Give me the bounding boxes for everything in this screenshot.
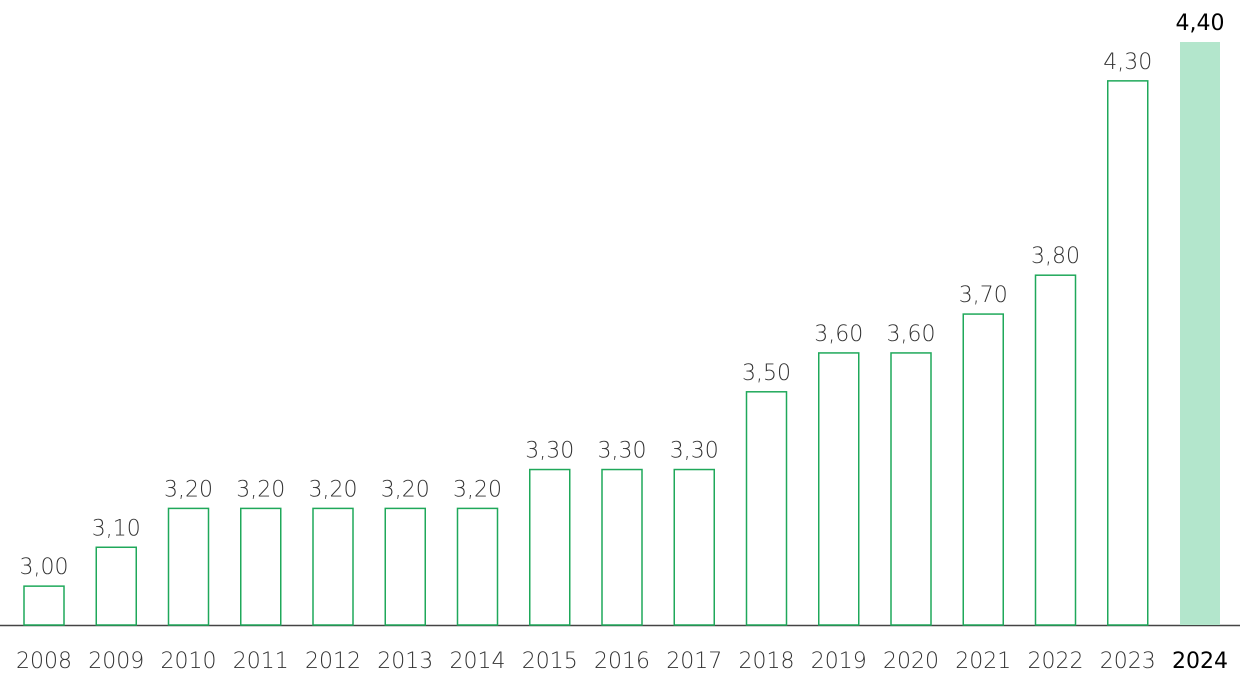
- bar: [529, 468, 571, 626]
- x-tick-label: 2024: [1172, 649, 1228, 673]
- x-tick-label: 2017: [666, 649, 722, 673]
- value-label: 3,50: [742, 361, 791, 386]
- x-tick-label: 2019: [811, 649, 867, 673]
- bar: [818, 352, 860, 626]
- value-label: 3,20: [309, 477, 358, 502]
- value-label: 4,30: [1103, 50, 1152, 75]
- x-tick-label: 2008: [16, 649, 72, 673]
- value-label: 3,20: [381, 477, 430, 502]
- value-label: 3,30: [598, 439, 647, 464]
- bar: [95, 546, 137, 626]
- value-label: 4,40: [1176, 11, 1225, 36]
- bar: [456, 507, 499, 626]
- x-tick-label: 2013: [377, 649, 433, 673]
- x-tick-label: 2022: [1028, 649, 1084, 673]
- x-tick-label: 2016: [594, 649, 650, 673]
- value-label: 3,70: [959, 283, 1008, 308]
- bar: [1107, 80, 1149, 626]
- value-label: 3,20: [164, 477, 213, 502]
- x-tick-label: 2020: [883, 649, 939, 673]
- x-tick-label: 2012: [305, 649, 361, 673]
- x-tick-label: 2011: [233, 649, 289, 673]
- bar: [23, 585, 65, 626]
- x-tick-label: 2014: [450, 649, 506, 673]
- x-tick-label: 2009: [88, 649, 144, 673]
- value-label: 3,80: [1031, 244, 1080, 269]
- bar: [673, 468, 715, 626]
- value-label: 3,10: [92, 516, 141, 541]
- bar: [962, 313, 1004, 626]
- value-label: 3,60: [887, 322, 936, 347]
- value-label: 3,20: [453, 477, 502, 502]
- bar: [745, 391, 788, 626]
- bar: [890, 352, 932, 626]
- x-tick-label: 2015: [522, 649, 578, 673]
- value-label: 3,00: [20, 555, 69, 580]
- x-tick-label: 2021: [955, 649, 1011, 673]
- bar: [384, 507, 426, 626]
- bar: [167, 507, 210, 626]
- value-label: 3,30: [525, 439, 574, 464]
- bar: [1034, 274, 1077, 626]
- bar: [601, 468, 643, 626]
- value-label: 3,30: [670, 439, 719, 464]
- value-label: 3,60: [814, 322, 863, 347]
- x-tick-label: 2010: [161, 649, 217, 673]
- x-tick-label: 2023: [1100, 649, 1156, 673]
- x-tick-label: 2018: [739, 649, 795, 673]
- bar: [240, 507, 282, 626]
- bar: [312, 507, 354, 626]
- value-label: 3,20: [236, 477, 285, 502]
- bar: [1180, 42, 1220, 625]
